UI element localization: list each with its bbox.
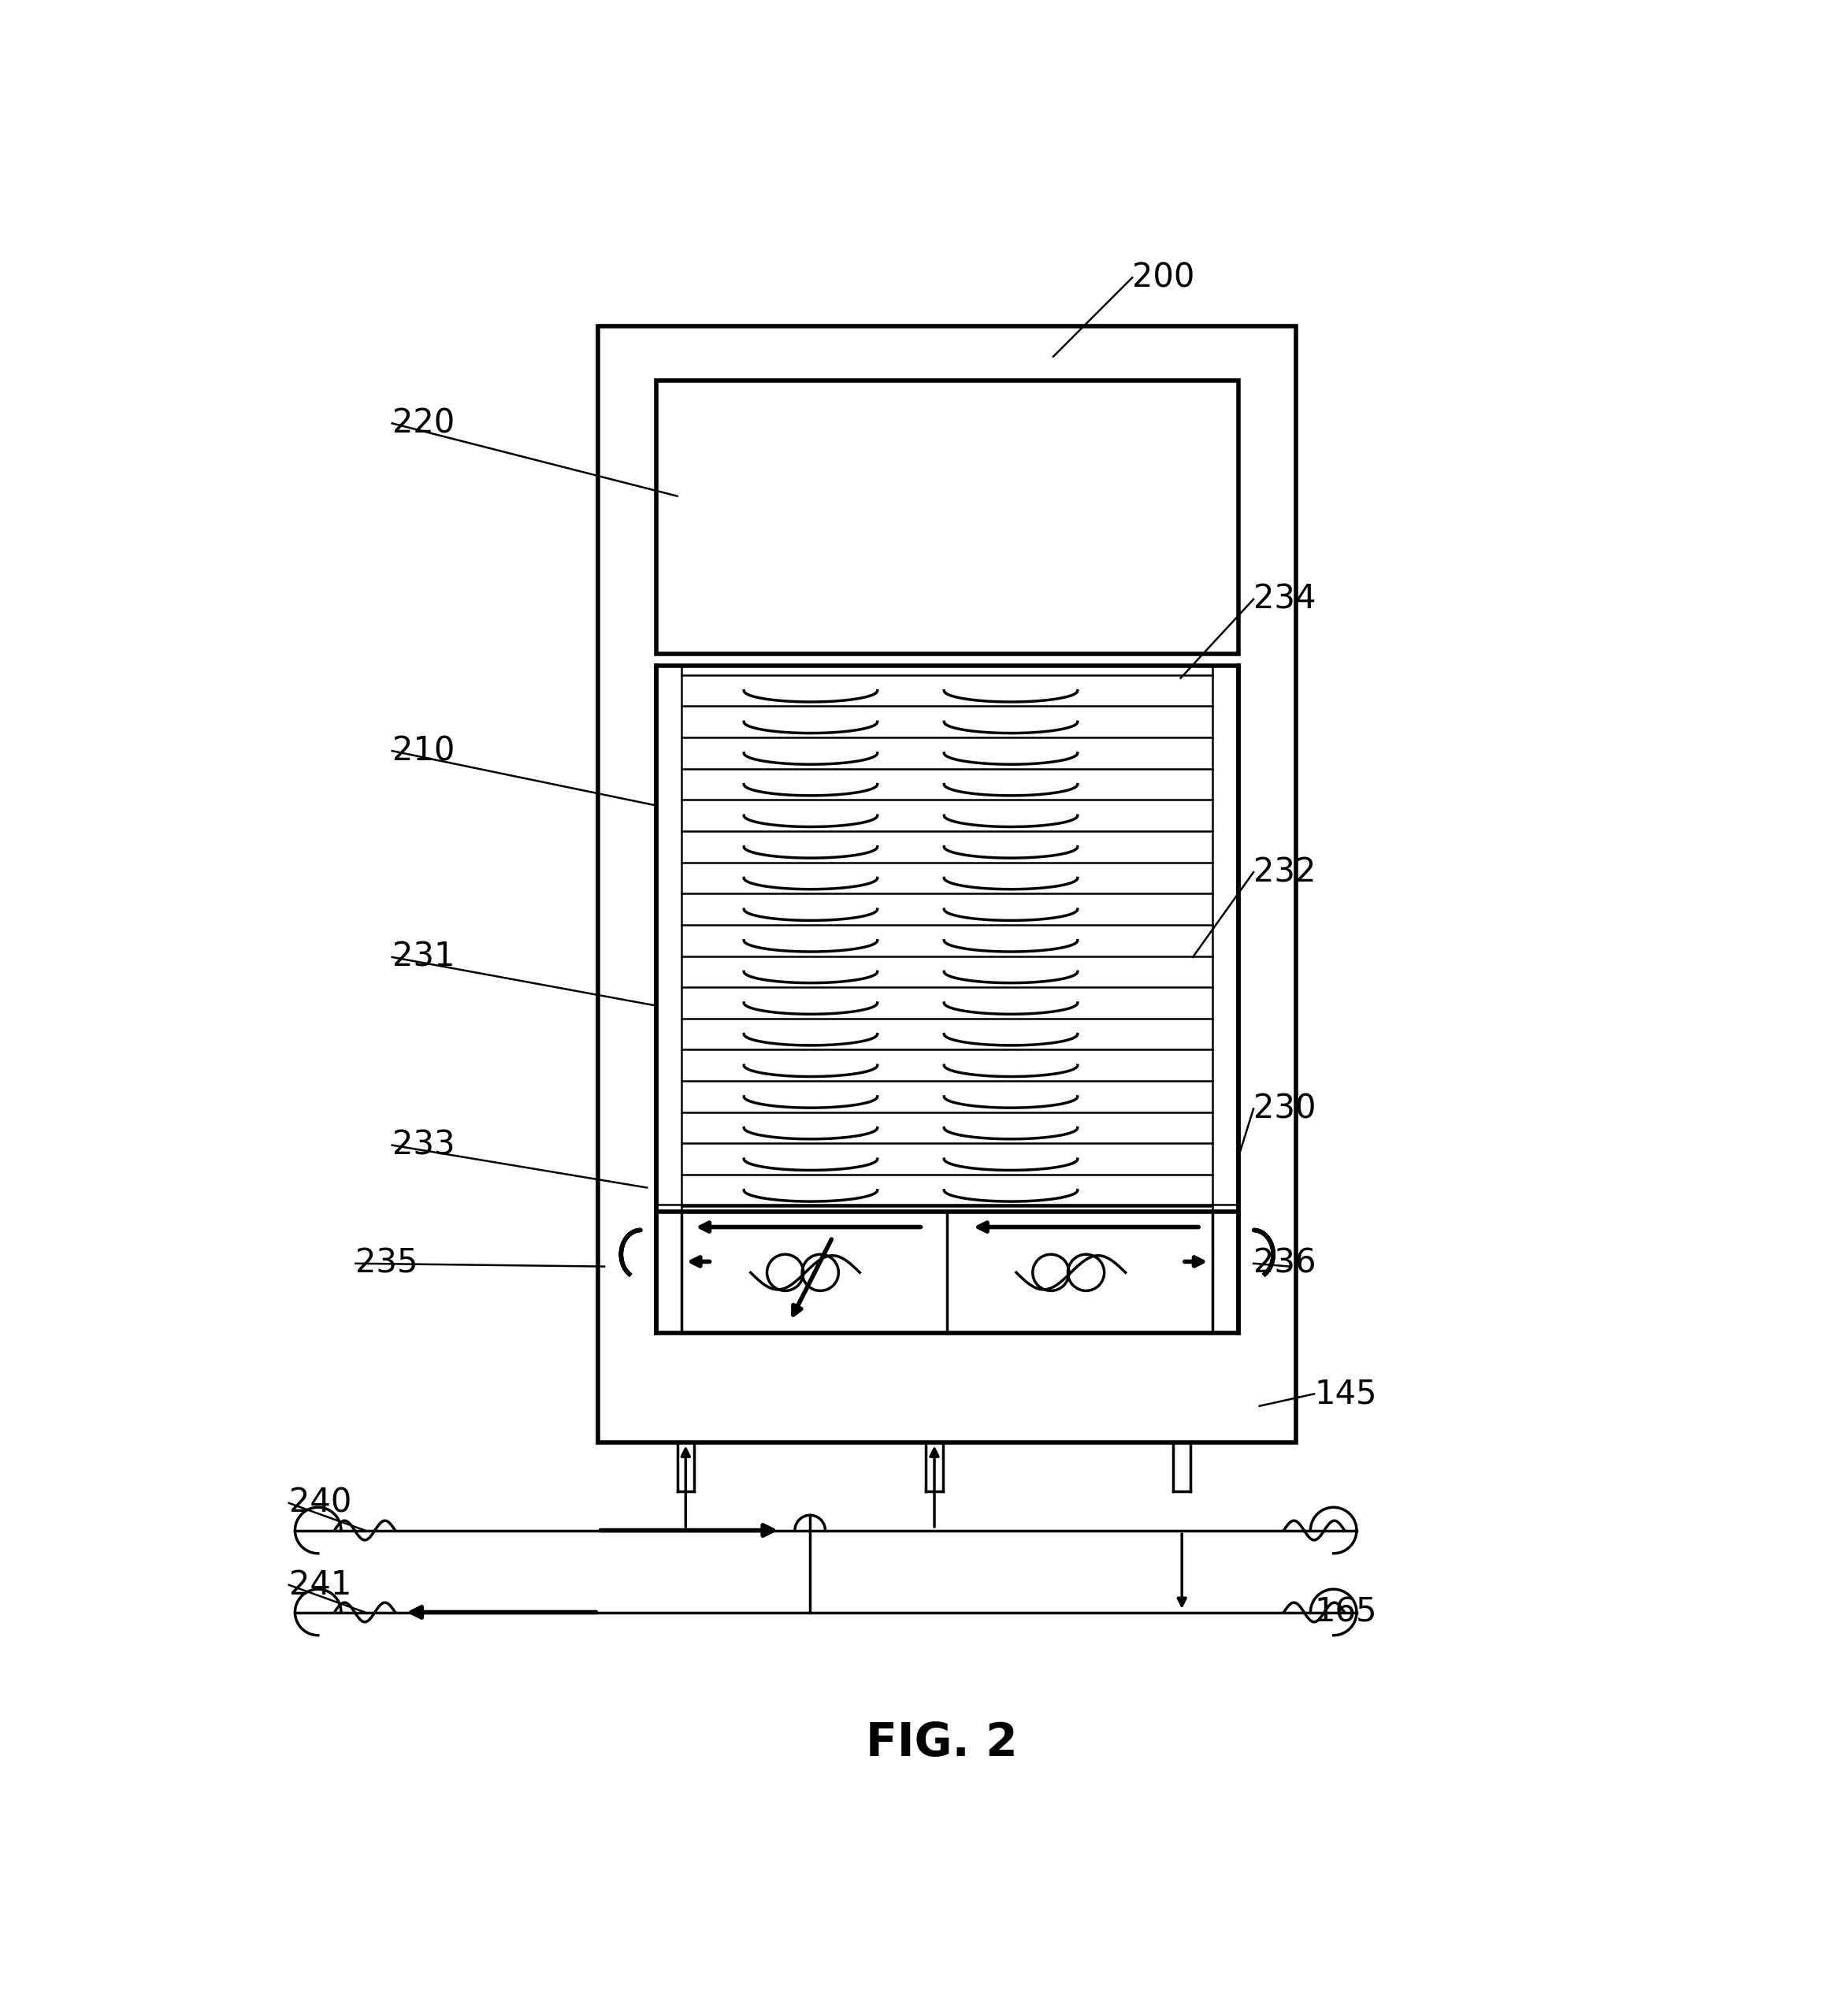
- Bar: [656, 665, 1239, 1333]
- Text: 241: 241: [289, 1568, 351, 1601]
- Text: 240: 240: [289, 1486, 351, 1520]
- Text: 231: 231: [391, 941, 454, 974]
- Text: FIG. 2: FIG. 2: [866, 1720, 1018, 1766]
- Bar: [599, 327, 1296, 1441]
- Text: 232: 232: [1254, 855, 1316, 889]
- Text: 210: 210: [391, 734, 454, 768]
- Text: 234: 234: [1254, 583, 1316, 615]
- Text: 233: 233: [391, 1129, 454, 1161]
- Text: 230: 230: [1254, 1093, 1316, 1125]
- Text: 200: 200: [1132, 262, 1195, 294]
- Text: 235: 235: [357, 1248, 419, 1280]
- Text: 220: 220: [391, 407, 454, 439]
- Bar: [656, 381, 1239, 653]
- Text: 165: 165: [1314, 1597, 1377, 1629]
- Text: 145: 145: [1314, 1377, 1377, 1411]
- Bar: [682, 1212, 1213, 1333]
- Text: 236: 236: [1254, 1248, 1316, 1280]
